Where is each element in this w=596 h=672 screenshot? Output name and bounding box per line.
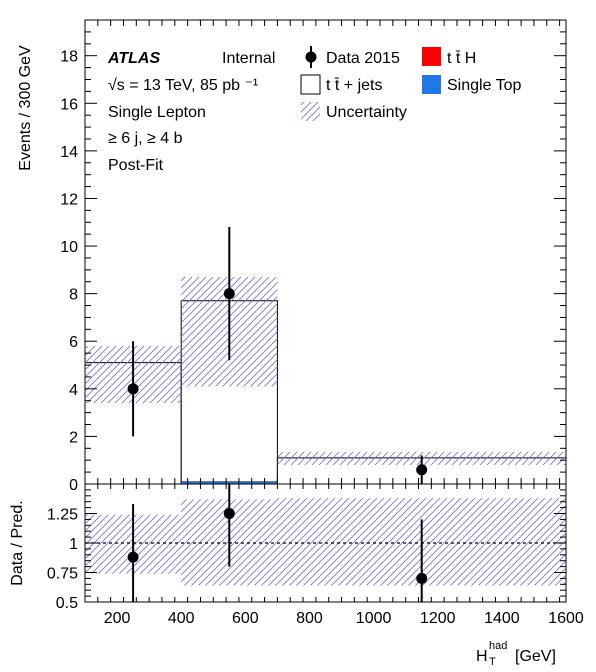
- energy-label: √s = 13 TeV, 85 pb ⁻¹: [108, 77, 258, 94]
- legend-uncertainty-label: Uncertainty: [326, 104, 407, 121]
- y-tick-label: 16: [60, 96, 78, 113]
- x-axis-ticks: 200 400 600 800 1000 1200 1400 1600: [84, 484, 584, 627]
- x-axis-label-sup: had: [489, 640, 507, 652]
- ratio-panel: 0.5 0.75 1 1.25 200 400 600 800 1000 1200 1400 160…: [9, 483, 584, 668]
- internal-label: Internal: [222, 50, 275, 67]
- region-label: ≥ 6 j, ≥ 4 b: [108, 130, 183, 147]
- y-tick-label: 18: [60, 49, 78, 66]
- y-tick-label: 8: [69, 287, 78, 304]
- y-tick-label: 12: [60, 191, 78, 208]
- ratio-y-tick-label: 1.25: [47, 507, 78, 524]
- x-tick-label: 600: [232, 610, 259, 627]
- y-axis-label: Events / 300 GeV: [17, 45, 34, 171]
- legend-uncertainty-swatch: [301, 102, 320, 121]
- ratio-y-tick-label: 0.5: [56, 595, 78, 612]
- x-axis-label: H T had [GeV]: [476, 640, 556, 668]
- x-axis-label-unit: [GeV]: [515, 648, 556, 665]
- y-tick-label: 2: [69, 429, 78, 446]
- y-tick-label: 4: [69, 382, 78, 399]
- ratio-y-tick-label: 0.75: [47, 566, 78, 583]
- y-tick-label: 0: [69, 477, 78, 494]
- x-tick-label: 1400: [484, 610, 520, 627]
- x-tick-label: 1200: [420, 610, 456, 627]
- ratio-y-tick-label: 1: [69, 536, 78, 553]
- ratio-y-ticks: 0.5 0.75 1 1.25: [47, 483, 566, 612]
- legend-data-label: Data 2015: [326, 50, 400, 67]
- legend-ttbar-swatch: [300, 74, 321, 95]
- x-axis-label-sub: T: [489, 656, 496, 668]
- x-axis-ticks-main: [84, 20, 561, 484]
- atlas-label: ATLAS: [107, 50, 160, 67]
- legend-singletop-label: Single Top: [447, 77, 522, 94]
- legend-tth-swatch: [422, 47, 441, 66]
- ratio-points: [127, 484, 428, 602]
- x-tick-label: 1600: [548, 610, 584, 627]
- x-tick-label: 400: [168, 610, 195, 627]
- y-tick-label: 10: [60, 239, 78, 256]
- main-panel: 0 2 4 6 8 10 12 14 16 18 Events / 300 GeV ATLAS I…: [17, 19, 567, 494]
- legend: Data 2015 t t̄ H t t̄ + jets Single Top …: [300, 46, 522, 121]
- legend-data-marker: [305, 51, 317, 63]
- data-point: [416, 464, 428, 476]
- legend-ttbar-label: t t̄ + jets: [326, 77, 382, 94]
- ratio-point: [127, 551, 139, 563]
- ratio-y-axis-label: Data / Pred.: [9, 500, 26, 585]
- data-point: [223, 288, 235, 300]
- data-point: [127, 383, 139, 395]
- y-tick-label: 14: [60, 144, 78, 161]
- legend-tth-label: t t̄ H: [447, 50, 476, 67]
- legend-singletop-swatch: [422, 75, 441, 94]
- x-axis-label-main: H: [476, 648, 488, 665]
- x-tick-label: 800: [296, 610, 323, 627]
- channel-label: Single Lepton: [108, 104, 206, 121]
- x-tick-label: 200: [104, 610, 131, 627]
- y-axis-ticks: 0 2 4 6 8 10 12 14 16 18: [60, 31, 566, 494]
- ratio-uncertainty-bands: [85, 498, 566, 586]
- data-points: [127, 227, 428, 484]
- ratio-point: [223, 508, 235, 519]
- y-tick-label: 6: [69, 334, 78, 351]
- ratio-point: [416, 572, 428, 584]
- x-tick-label: 1000: [356, 610, 392, 627]
- fit-label: Post-Fit: [108, 157, 164, 174]
